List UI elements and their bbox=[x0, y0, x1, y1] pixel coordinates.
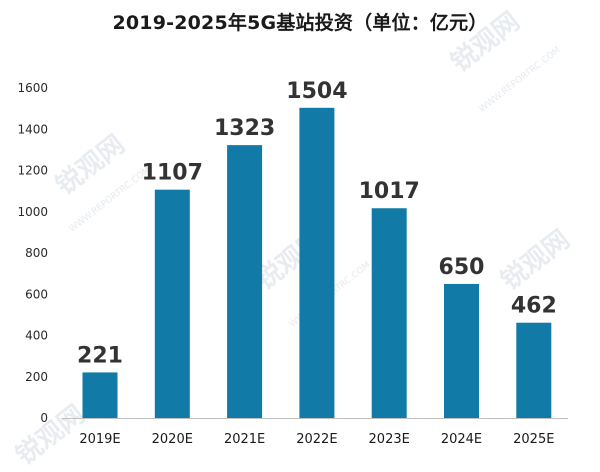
bars-group bbox=[82, 107, 552, 419]
bar-2020E bbox=[154, 189, 190, 418]
x-axis-labels: 2019E 2020E 2021E 2022E 2023E 2024E 2025E bbox=[79, 432, 554, 447]
bar-2022E bbox=[299, 107, 335, 419]
bar-2024E bbox=[444, 283, 479, 418]
x-tick-label: 2019E bbox=[79, 432, 120, 447]
data-label: 1504 bbox=[286, 79, 347, 104]
y-tick-label: 0 bbox=[40, 411, 48, 425]
bar-2019E bbox=[82, 372, 118, 418]
y-tick-label: 400 bbox=[25, 329, 48, 343]
data-label: 650 bbox=[439, 255, 485, 280]
data-label: 221 bbox=[77, 343, 123, 368]
x-tick-label: 2024E bbox=[441, 432, 482, 447]
data-labels: 221 1107 1323 1504 1017 650 462 bbox=[77, 79, 557, 369]
data-label: 462 bbox=[511, 294, 557, 319]
chart-title: 2019-2025年5G基站投资（单位：亿元） bbox=[112, 12, 488, 34]
data-label: 1017 bbox=[359, 179, 420, 204]
bar-2025E bbox=[516, 322, 552, 418]
data-label: 1323 bbox=[214, 116, 275, 141]
x-tick-label: 2023E bbox=[369, 432, 410, 447]
y-tick-label: 800 bbox=[25, 246, 48, 260]
x-tick-label: 2021E bbox=[224, 432, 265, 447]
y-tick-label: 200 bbox=[25, 370, 48, 384]
y-tick-label: 1400 bbox=[17, 122, 48, 136]
y-tick-label: 1000 bbox=[17, 205, 48, 219]
x-tick-label: 2025E bbox=[513, 432, 554, 447]
data-label: 1107 bbox=[142, 161, 203, 186]
y-tick-label: 1600 bbox=[17, 81, 48, 95]
bar-2023E bbox=[371, 208, 407, 418]
bar-2021E bbox=[227, 145, 263, 418]
y-tick-label: 1200 bbox=[17, 164, 48, 178]
y-tick-label: 600 bbox=[25, 287, 48, 301]
x-tick-label: 2022E bbox=[296, 432, 337, 447]
x-tick-label: 2020E bbox=[152, 432, 193, 447]
y-axis-ticks: 0 200 400 600 800 1000 1200 1400 1600 bbox=[17, 81, 48, 425]
